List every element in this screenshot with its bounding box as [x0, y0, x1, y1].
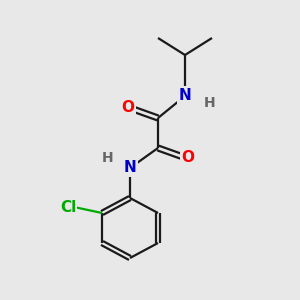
- Text: Cl: Cl: [60, 200, 76, 214]
- Text: H: H: [204, 96, 216, 110]
- Text: H: H: [102, 151, 114, 165]
- Text: O: O: [182, 151, 194, 166]
- Text: N: N: [124, 160, 136, 175]
- Text: N: N: [178, 88, 191, 103]
- Text: O: O: [122, 100, 134, 116]
